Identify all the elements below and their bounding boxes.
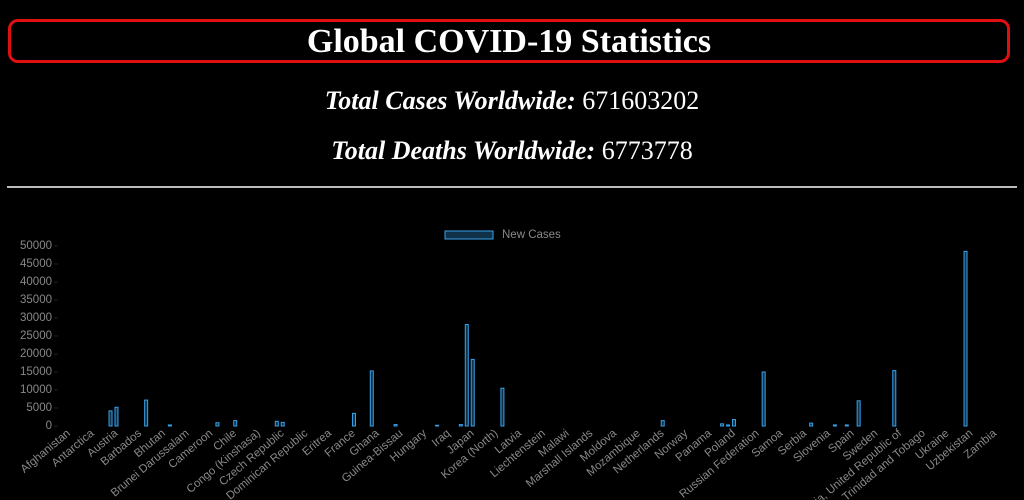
bar	[274, 420, 279, 427]
bar	[458, 424, 463, 427]
stat-label: Total Deaths Worldwide:	[331, 136, 596, 165]
bar	[369, 370, 374, 427]
y-tick-label: 45000	[20, 258, 52, 270]
y-tick-label: 50000	[20, 240, 52, 252]
legend-label: New Cases	[502, 229, 561, 241]
bar	[844, 424, 849, 427]
y-tick-label: 30000	[20, 312, 52, 324]
bar	[114, 406, 119, 427]
bar	[761, 371, 766, 427]
bar	[470, 358, 475, 427]
stat-label: Total Cases Worldwide:	[324, 86, 576, 115]
bar	[351, 412, 356, 427]
bar	[435, 424, 440, 427]
y-tick-label: 15000	[20, 366, 52, 378]
bar	[500, 387, 505, 427]
bar	[660, 420, 665, 427]
bar	[393, 424, 398, 427]
y-tick-label: 0	[46, 420, 52, 432]
y-tick-label: 35000	[20, 294, 52, 306]
bar	[144, 399, 149, 427]
bar	[108, 410, 113, 427]
bar	[233, 420, 238, 427]
bar	[832, 424, 837, 427]
bar	[720, 423, 725, 427]
y-tick-label: 40000	[20, 276, 52, 288]
stat-line: Total Cases Worldwide: 671603202	[0, 86, 1024, 116]
divider	[7, 186, 1017, 188]
y-tick-label: 10000	[20, 384, 52, 396]
stat-line: Total Deaths Worldwide: 6773778	[0, 136, 1024, 166]
stat-value: 6773778	[601, 136, 693, 165]
bar	[892, 370, 897, 427]
bar	[167, 424, 172, 427]
legend-swatch	[444, 230, 494, 240]
y-tick-label: 5000	[26, 402, 52, 414]
bar	[856, 400, 861, 427]
bar	[726, 424, 731, 427]
bar	[731, 419, 736, 427]
y-tick-label: 20000	[20, 348, 52, 360]
y-tick-label: 25000	[20, 330, 52, 342]
bar	[280, 421, 285, 427]
bar	[215, 422, 220, 427]
bar	[464, 323, 469, 427]
bar	[809, 422, 814, 427]
bar	[963, 250, 968, 427]
stat-value: 671603202	[582, 86, 700, 115]
title-box: Global COVID-19 Statistics	[8, 19, 1010, 63]
page-title: Global COVID-19 Statistics	[306, 23, 712, 60]
